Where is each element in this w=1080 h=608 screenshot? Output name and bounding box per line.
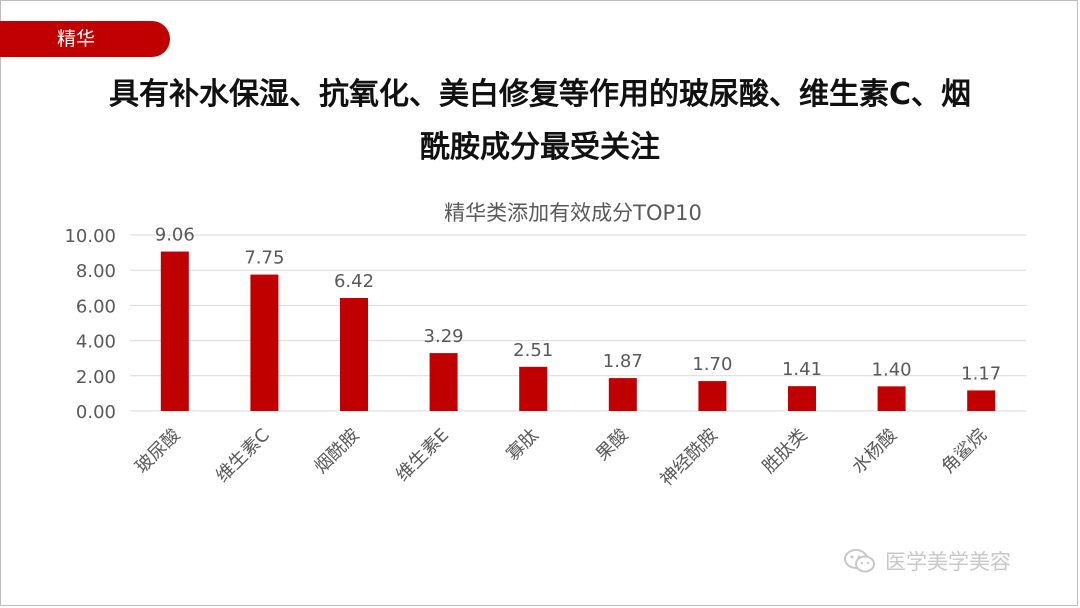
watermark: 医学美学美容 [843, 546, 1011, 576]
wechat-icon [844, 549, 875, 573]
page-title: 具有补水保湿、抗氧化、美白修复等作用的玻尿酸、维生素C、烟 酰胺成分最受关注 [40, 68, 1040, 174]
page-title-line-1: 具有补水保湿、抗氧化、美白修复等作用的玻尿酸、维生素C、烟 [108, 77, 972, 112]
page-title-line-2: 酰胺成分最受关注 [420, 130, 660, 165]
y-tick-label: 10.00 [64, 226, 116, 247]
y-tick-label: 4.00 [76, 332, 116, 353]
bar-10 [967, 390, 996, 411]
data-label: 6.42 [334, 271, 374, 292]
bar-8 [788, 386, 816, 411]
bar-3 [340, 298, 368, 411]
y-tick-label: 8.00 [76, 261, 116, 282]
x-tick-label: 果酸 [592, 425, 632, 465]
x-tick-label: 烟酰胺 [311, 425, 364, 478]
data-label: 1.87 [603, 351, 643, 372]
x-tick-label: 神经酰胺 [656, 425, 722, 491]
data-label: 9.06 [155, 225, 195, 246]
section-tag: 精华 [0, 21, 170, 57]
x-tick-label: 胜肽类 [759, 425, 812, 478]
bar-7 [698, 381, 727, 411]
x-tick-label: 玻尿酸 [131, 425, 184, 478]
y-tick-label: 2.00 [76, 367, 116, 388]
x-tick-label: 寡肽 [502, 425, 542, 465]
bar-6 [608, 378, 637, 411]
data-label: 1.70 [692, 354, 732, 375]
chart-title: 精华类添加有效成分TOP10 [444, 201, 702, 225]
bar-5 [519, 366, 548, 411]
x-tick-label: 维生素E [392, 425, 453, 486]
y-tick-label: 6.00 [76, 296, 116, 317]
watermark-text: 医学美学美容 [885, 550, 1011, 574]
bar-9 [877, 386, 906, 411]
bar-4 [429, 353, 458, 411]
x-tick-label: 角鲨烷 [938, 425, 991, 478]
data-label: 2.51 [513, 340, 553, 361]
data-label: 3.29 [424, 326, 464, 347]
x-tick-label: 维生素C [212, 425, 274, 487]
data-label: 1.40 [872, 359, 912, 380]
bar-2 [250, 274, 279, 411]
y-tick-label: 0.00 [76, 402, 116, 423]
data-label: 1.17 [961, 363, 1001, 384]
x-tick-label: 水杨酸 [848, 425, 901, 478]
data-label: 1.41 [782, 359, 822, 380]
bar-1 [160, 251, 189, 411]
data-label: 7.75 [244, 248, 284, 269]
